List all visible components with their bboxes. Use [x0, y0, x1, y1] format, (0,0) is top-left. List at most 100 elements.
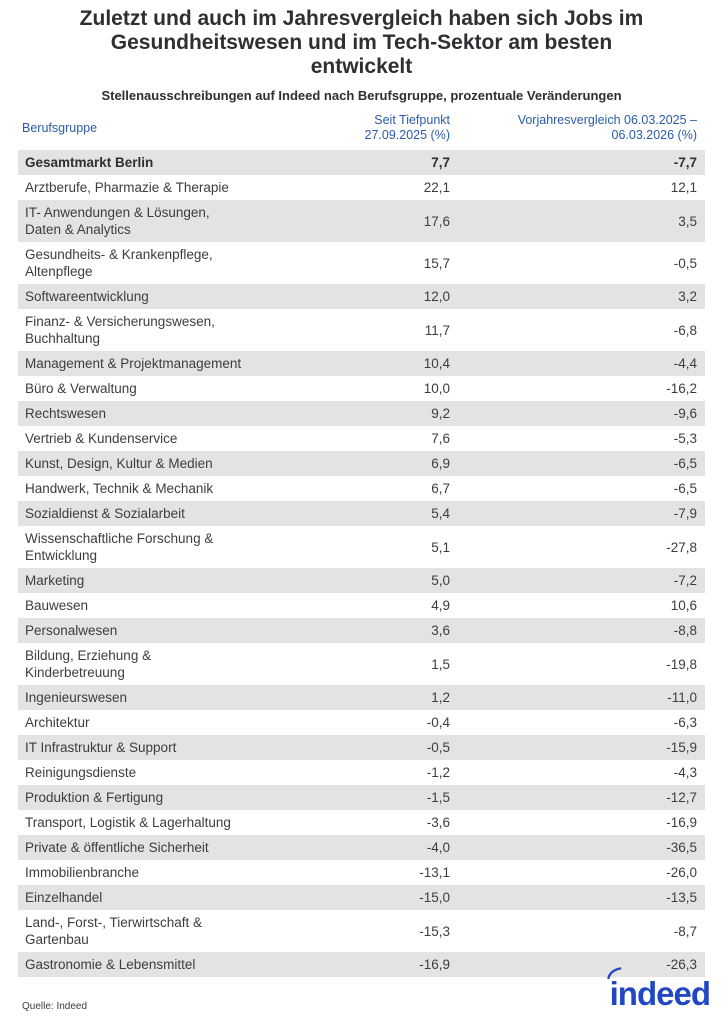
row-since-trough-value: 12,0: [423, 289, 450, 304]
row-yoy-value: 3,2: [678, 289, 697, 304]
page-subtitle: Stellenausschreibungen auf Indeed nach B…: [101, 88, 622, 103]
row-since-trough-value: 10,4: [423, 356, 450, 371]
row-group-label: Gesundheits- & Krankenpflege, Altenpfleg…: [25, 247, 213, 279]
table-row: Marketing 5,0 -7,2: [18, 568, 705, 593]
row-since-trough-value: 5,1: [431, 539, 450, 555]
row-yoy-value: -4,3: [673, 765, 697, 780]
jobs-table: Berufsgruppe Seit Tiefpunkt 27.09.2025 (…: [18, 113, 705, 977]
row-yoy-value: -0,5: [673, 255, 697, 271]
indeed-logo: indeed: [606, 967, 711, 1012]
row-group-label: Kunst, Design, Kultur & Medien: [25, 456, 213, 471]
row-group-label: Einzelhandel: [25, 890, 103, 905]
row-yoy-value: -8,7: [673, 923, 697, 939]
row-since-trough-value: 10,0: [423, 381, 450, 396]
row-since-trough-value: -4,0: [426, 840, 450, 855]
row-since-trough-value: -15,0: [419, 890, 450, 905]
row-group-label: Immobilienbranche: [25, 865, 140, 880]
table-row: Reinigungsdienste -1,2 -4,3: [18, 760, 705, 785]
row-yoy-value: -7,7: [673, 155, 697, 170]
table-row: Büro & Verwaltung 10,0 -16,2: [18, 376, 705, 401]
table-row: Arztberufe, Pharmazie & Therapie 22,1 12,1: [18, 175, 705, 200]
row-since-trough-value: -15,3: [419, 923, 450, 939]
source-note: Quelle: Indeed: [22, 1001, 88, 1012]
row-since-trough-value: -16,9: [419, 957, 450, 972]
row-since-trough-value: -0,4: [426, 715, 450, 730]
row-yoy-value: -12,7: [666, 790, 697, 805]
row-yoy-value: -15,9: [666, 740, 697, 755]
row-group-label: Architektur: [25, 715, 90, 730]
row-group-label: Bildung, Erziehung & Kinderbetreuung: [25, 648, 152, 680]
row-since-trough-value: 11,7: [424, 322, 450, 338]
row-since-trough-value: 6,9: [431, 456, 450, 471]
row-group-label: IT- Anwendungen & Lösungen, Daten & Anal…: [25, 205, 210, 237]
table-row: Gesamtmarkt Berlin 7,7 -7,7: [18, 150, 705, 175]
table-body: Gesamtmarkt Berlin 7,7 -7,7 Arztberufe, Pha…: [18, 150, 705, 977]
row-since-trough-value: 17,6: [423, 213, 450, 229]
row-yoy-value: -6,8: [673, 322, 697, 338]
row-since-trough-value: 7,7: [431, 155, 450, 170]
table-row: Bildung, Erziehung & Kinderbetreuung 1,5 -…: [18, 643, 705, 685]
table-row: Management & Projektmanagement 10,4 -4,4: [18, 351, 705, 376]
row-since-trough-value: -0,5: [426, 740, 450, 755]
table-row: Sozialdienst & Sozialarbeit 5,4 -7,9: [18, 501, 705, 526]
row-group-label: Wissenschaftliche Forschung & Entwicklun…: [25, 531, 214, 563]
row-group-label: Management & Projektmanagement: [25, 356, 242, 371]
row-yoy-value: -6,5: [673, 456, 697, 471]
column-header-berufsgruppe: Berufsgruppe: [22, 120, 98, 135]
row-group-label: Marketing: [25, 573, 85, 588]
table-row: Produktion & Fertigung -1,5 -12,7: [18, 785, 705, 810]
row-group-label: Ingenieurswesen: [25, 690, 128, 705]
row-group-label: Sozialdienst & Sozialarbeit: [25, 506, 185, 521]
row-since-trough-value: 9,2: [431, 406, 450, 421]
indeed-logo-text: indeed: [609, 975, 711, 1012]
row-group-label: Gesamtmarkt Berlin: [25, 155, 154, 170]
table-row: IT- Anwendungen & Lösungen, Daten & Anal…: [18, 200, 705, 242]
row-since-trough-value: 4,9: [431, 598, 450, 613]
table-row: Transport, Logistik & Lagerhaltung -3,6 -1…: [18, 810, 705, 835]
row-group-label: Produktion & Fertigung: [25, 790, 164, 805]
table-row: Bauwesen 4,9 10,6: [18, 593, 705, 618]
row-yoy-value: -36,5: [666, 840, 697, 855]
row-yoy-value: -11,0: [667, 690, 697, 705]
row-since-trough-value: -1,2: [426, 765, 450, 780]
row-yoy-value: 10,6: [670, 598, 697, 613]
row-yoy-value: -9,6: [673, 406, 697, 421]
row-group-label: Vertrieb & Kundenservice: [25, 431, 178, 446]
indeed-swoosh-icon: [606, 967, 621, 980]
row-since-trough-value: 1,2: [431, 690, 450, 705]
row-group-label: Personalwesen: [25, 623, 118, 638]
table-row: Wissenschaftliche Forschung & Entwicklun…: [18, 526, 705, 568]
row-yoy-value: -6,3: [673, 715, 697, 730]
row-yoy-value: -8,8: [673, 623, 697, 638]
row-yoy-value: 3,5: [678, 213, 697, 229]
row-group-label: Land-, Forst-, Tierwirtschaft & Gartenba…: [25, 915, 203, 947]
row-yoy-value: -5,3: [673, 431, 697, 446]
row-group-label: Private & öffentliche Sicherheit: [25, 840, 209, 855]
row-yoy-value: -16,9: [666, 815, 697, 830]
table-row: Architektur -0,4 -6,3: [18, 710, 705, 735]
row-since-trough-value: 22,1: [423, 180, 450, 195]
table-row: Finanz- & Versicherungswesen, Buchhaltun…: [18, 309, 705, 351]
row-since-trough-value: 1,5: [431, 656, 450, 672]
table-row: Ingenieurswesen 1,2 -11,0: [18, 685, 705, 710]
row-yoy-value: -16,2: [666, 381, 697, 396]
row-yoy-value: -27,8: [666, 539, 697, 555]
row-yoy-value: -26,3: [666, 957, 697, 972]
row-yoy-value: -19,8: [666, 656, 697, 672]
row-group-label: Finanz- & Versicherungswesen, Buchhaltun…: [25, 314, 215, 346]
row-group-label: Reinigungsdienste: [25, 765, 137, 780]
row-group-label: Transport, Logistik & Lagerhaltung: [25, 815, 231, 830]
table-row: Rechtswesen 9,2 -9,6: [18, 401, 705, 426]
row-group-label: Softwareentwicklung: [25, 289, 149, 304]
table-row: Gesundheits- & Krankenpflege, Altenpfleg…: [18, 242, 705, 284]
row-since-trough-value: -3,6: [426, 815, 450, 830]
row-yoy-value: -4,4: [673, 356, 697, 371]
row-since-trough-value: -1,5: [426, 790, 450, 805]
table-row: Softwareentwicklung 12,0 3,2: [18, 284, 705, 309]
table-row: Kunst, Design, Kultur & Medien 6,9 -6,5: [18, 451, 705, 476]
row-group-label: Handwerk, Technik & Mechanik: [25, 481, 214, 496]
row-group-label: Arztberufe, Pharmazie & Therapie: [25, 180, 229, 195]
row-yoy-value: 12,1: [670, 180, 697, 195]
row-since-trough-value: 5,0: [431, 573, 450, 588]
